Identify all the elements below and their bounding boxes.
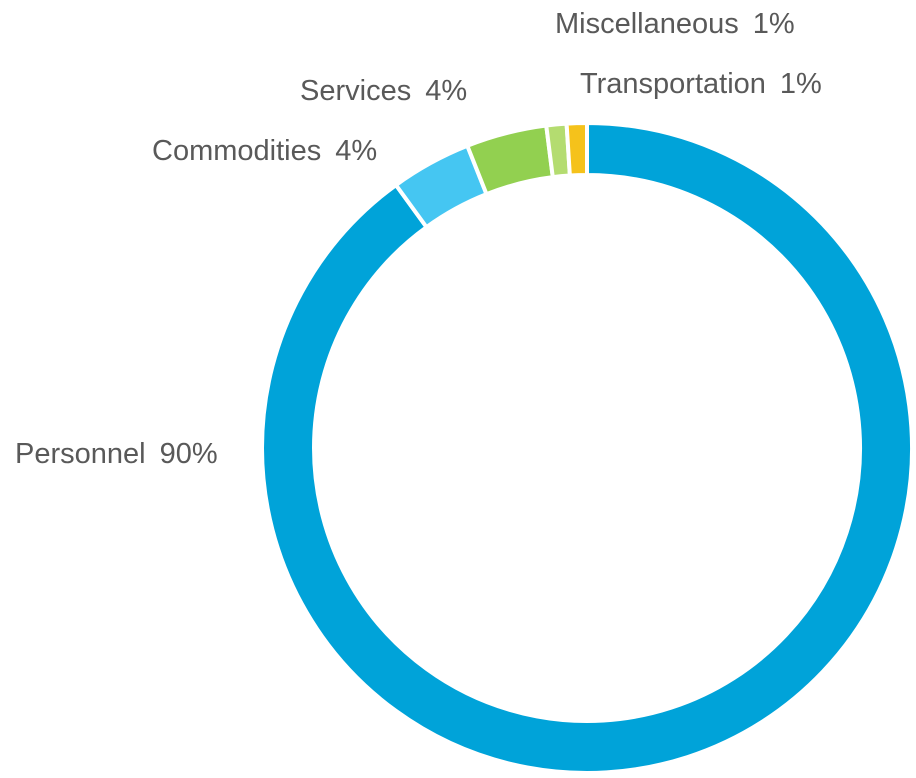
data-label: Miscellaneous 1% [555,8,795,40]
label-value: 4% [425,75,467,107]
label-name: Transportation [580,68,766,100]
label-value: 1% [753,8,795,40]
data-label: Commodities 4% [152,135,377,167]
label-name: Miscellaneous [555,8,739,40]
data-label: Personnel 90% [15,438,218,470]
label-value: 1% [780,68,822,100]
label-value: 90% [160,438,218,470]
data-label: Services 4% [300,75,467,107]
donut-slice [260,120,914,775]
label-name: Personnel [15,438,146,470]
data-label: Transportation 1% [580,68,822,100]
label-name: Services [300,75,411,107]
label-name: Commodities [152,135,321,167]
donut-slice [564,120,589,178]
label-value: 4% [335,135,377,167]
